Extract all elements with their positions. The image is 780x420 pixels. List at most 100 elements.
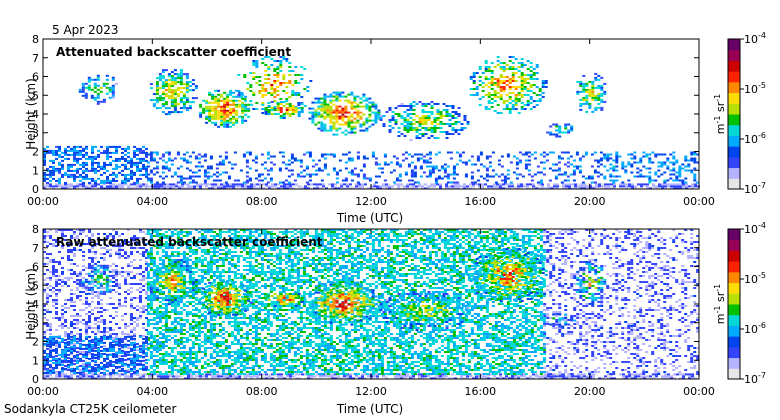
heatmap-cell [511, 78, 515, 80]
heatmap-cell [79, 173, 82, 176]
heatmap-cell [49, 295, 52, 297]
heatmap-cell [88, 265, 91, 267]
heatmap-cell [55, 375, 58, 378]
heatmap-cell [164, 287, 168, 289]
heatmap-cell [136, 349, 139, 351]
heatmap-cell [518, 159, 522, 162]
heatmap-cell [115, 147, 118, 150]
heatmap-cell [149, 319, 153, 321]
x-tick-label: 04:00 [136, 195, 168, 208]
heatmap-cell [353, 99, 357, 102]
heatmap-cell [481, 373, 484, 376]
heatmap-cell [139, 279, 142, 281]
heatmap-cell [238, 91, 242, 94]
heatmap-cell [406, 375, 409, 378]
heatmap-cell [329, 109, 333, 112]
heatmap-cell [46, 235, 49, 237]
heatmap-cell [245, 161, 249, 164]
heatmap-cell [84, 96, 88, 99]
heatmap-cell [676, 187, 679, 190]
heatmap-cell [457, 129, 461, 131]
heatmap-cell [691, 373, 694, 376]
heatmap-cell [494, 181, 498, 184]
heatmap-cell [106, 373, 109, 376]
heatmap-cell [142, 357, 145, 359]
heatmap-cell [164, 237, 168, 239]
heatmap-cell [205, 375, 208, 378]
heatmap-cell [152, 259, 156, 261]
heatmap-cell [49, 373, 52, 375]
heatmap-cell [84, 86, 88, 89]
heatmap-cell [96, 94, 100, 97]
heatmap-cell [152, 309, 156, 311]
heatmap-cell [252, 76, 256, 78]
heatmap-cell [487, 108, 491, 110]
heatmap-cell [112, 277, 115, 279]
heatmap-cell [124, 253, 127, 255]
heatmap-cell [94, 257, 97, 259]
heatmap-cell [220, 123, 224, 126]
heatmap-cell [271, 187, 274, 190]
heatmap-cell [564, 127, 568, 130]
heatmap-cell [146, 295, 150, 297]
heatmap-cell [341, 131, 345, 134]
heatmap-cell [676, 373, 679, 376]
heatmap-cell [529, 62, 533, 64]
heatmap-cell [377, 163, 381, 166]
heatmap-cell [155, 241, 159, 243]
heatmap-cell [106, 309, 109, 311]
heatmap-cell [634, 375, 637, 378]
heatmap-cell [410, 173, 414, 176]
heatmap-cell [588, 80, 592, 83]
heatmap-cell [91, 233, 94, 235]
heatmap-cell [538, 185, 541, 188]
heatmap-cell [158, 315, 162, 317]
heatmap-cell [424, 121, 428, 123]
heatmap-cell [124, 163, 127, 166]
heatmap-cell [139, 161, 142, 164]
heatmap-cell [272, 155, 276, 158]
heatmap-cell [155, 271, 159, 273]
heatmap-cell [364, 373, 367, 376]
heatmap-cell [97, 291, 100, 293]
heatmap-cell [130, 245, 133, 247]
heatmap-cell [161, 159, 165, 162]
heatmap-cell [642, 155, 646, 158]
heatmap-cell [238, 185, 241, 188]
heatmap-cell [146, 323, 150, 325]
heatmap-cell [43, 177, 46, 180]
heatmap-cell [240, 96, 244, 98]
heatmap-cell [600, 100, 604, 103]
heatmap-cell [112, 245, 115, 247]
heatmap-cell [287, 159, 291, 162]
heatmap-cell [173, 89, 177, 92]
heatmap-cell [158, 291, 162, 293]
heatmap-cell [258, 76, 262, 78]
heatmap-cell [660, 163, 664, 166]
heatmap-cell [541, 375, 544, 378]
heatmap-cell [232, 111, 236, 114]
heatmap-cell [503, 179, 507, 182]
heatmap-cell [562, 185, 565, 188]
heatmap-cell [185, 109, 189, 112]
heatmap-cell [508, 377, 511, 380]
heatmap-cell [266, 181, 270, 184]
heatmap-cell [693, 151, 697, 154]
heatmap-cell [568, 185, 571, 188]
heatmap-cell [111, 88, 115, 91]
heatmap-cell [61, 285, 64, 287]
heatmap-cell [208, 183, 211, 186]
heatmap-cell [316, 185, 319, 188]
heatmap-cell [238, 375, 241, 378]
heatmap-cell [158, 331, 162, 333]
heatmap-cell [493, 94, 497, 96]
heatmap-cell [264, 94, 268, 96]
heatmap-cell [326, 95, 330, 98]
heatmap-cell [514, 185, 517, 188]
heatmap-cell [553, 187, 556, 190]
heatmap-cell [577, 185, 580, 188]
heatmap-cell [329, 127, 333, 130]
heatmap-cell [615, 153, 619, 156]
heatmap-cell [245, 179, 249, 182]
heatmap-cell [70, 325, 73, 327]
